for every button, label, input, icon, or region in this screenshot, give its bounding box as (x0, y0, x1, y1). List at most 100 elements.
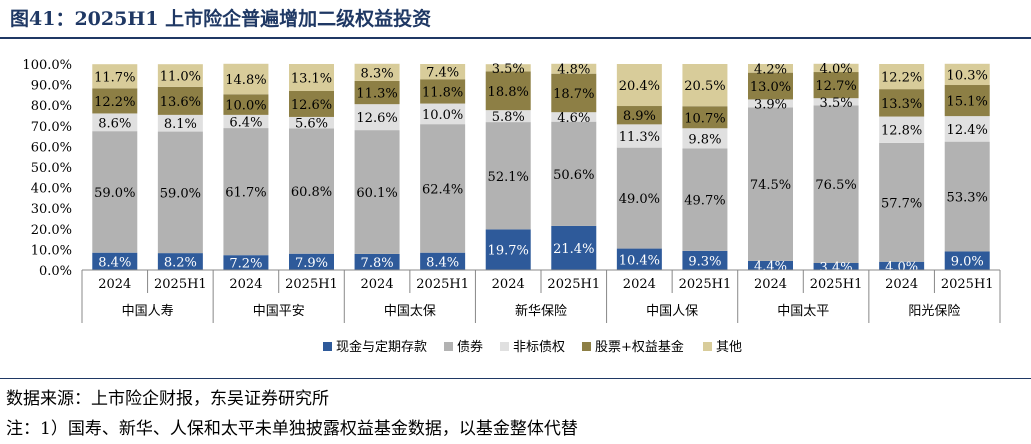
data-label: 14.8% (225, 73, 266, 88)
x-tick-label: 2024 (885, 277, 918, 292)
bar-segment (748, 99, 793, 108)
data-label: 7.4% (426, 66, 459, 81)
y-tick-label: 10.0% (31, 243, 72, 258)
bar-segment (157, 114, 203, 132)
data-label: 10.3% (947, 68, 988, 83)
footnote: 注：1）国寿、新华、人保和太平未单独披露权益基金数据，以基金整体代替 (6, 419, 578, 439)
y-tick-label: 100.0% (22, 58, 72, 73)
bar-segment (944, 63, 990, 86)
bar-segment (879, 64, 925, 90)
data-label: 8.3% (361, 66, 394, 81)
legend-swatch (582, 342, 591, 351)
data-label: 13.6% (160, 95, 201, 110)
data-label: 11.0% (160, 70, 201, 85)
data-label: 4.4% (754, 259, 787, 274)
bar-segment (223, 94, 269, 115)
data-label: 3.5% (820, 96, 853, 111)
legend-label: 现金与定期存款 (336, 339, 427, 355)
bar-segment (551, 112, 597, 122)
y-tick-label: 0.0% (39, 264, 72, 279)
bar-segment (879, 116, 925, 143)
bar-segment (223, 114, 269, 129)
y-tick-label: 20.0% (31, 223, 72, 238)
data-label: 8.6% (98, 116, 131, 131)
y-tick-label: 70.0% (31, 120, 72, 135)
data-label: 53.3% (947, 191, 988, 206)
y-tick-label: 80.0% (31, 99, 72, 114)
group-label: 中国太保 (384, 304, 436, 319)
bar-segment (682, 250, 728, 270)
bar-segment (289, 90, 334, 117)
data-source: 数据来源：上市险企财报，东吴证券研究所 (6, 389, 329, 409)
group-label: 新华保险 (515, 303, 567, 319)
data-label: 9.8% (688, 132, 721, 147)
bar-segment (289, 253, 334, 270)
bar-segment (616, 106, 662, 125)
bar-segment (289, 64, 334, 91)
bar-segment (879, 261, 925, 270)
data-label: 7.8% (361, 256, 394, 271)
bar-segment (420, 103, 466, 125)
title-rule (0, 37, 1031, 39)
data-label: 5.6% (295, 117, 328, 132)
data-label: 7.2% (229, 257, 262, 272)
data-label: 3.4% (820, 260, 853, 275)
data-label: 8.2% (164, 256, 197, 271)
bar-segment (616, 124, 662, 148)
bar-segment (223, 63, 269, 95)
y-tick-label: 30.0% (31, 202, 72, 217)
bar-segment (485, 110, 531, 123)
bar-segment (354, 80, 400, 105)
data-label: 11.8% (422, 85, 463, 100)
y-tick-label: 40.0% (31, 182, 72, 197)
bar-segment (682, 128, 728, 149)
bar-segment (354, 130, 400, 254)
data-label: 76.5% (815, 178, 856, 193)
chart-title: 图41：2025H1 上市险企普遍增加二级权益投资 (10, 8, 432, 30)
data-label: 10.7% (684, 111, 725, 126)
data-label: 12.2% (881, 71, 922, 86)
bar-segment (289, 128, 334, 254)
bar-segment (354, 104, 400, 131)
data-label: 59.0% (94, 186, 135, 201)
group-label: 中国平安 (253, 304, 305, 319)
bar-segment (551, 63, 597, 74)
legend-label: 股票+权益基金 (595, 339, 684, 355)
data-label: 5.8% (492, 110, 525, 125)
bar-segment (616, 64, 662, 107)
bar-segment (289, 116, 334, 129)
bar-segment (485, 229, 531, 270)
data-label: 57.7% (881, 196, 922, 211)
legend: 现金与定期存款 债券 非标债权 股票+权益基金 其他 (323, 339, 742, 355)
x-tick-label: 2025H1 (547, 277, 600, 292)
bar-segment (157, 253, 203, 270)
bar-segment (944, 251, 990, 270)
legend-label: 其他 (716, 340, 742, 355)
bar-segment (944, 141, 990, 252)
data-label: 61.7% (225, 186, 266, 201)
x-tick-label: 2024 (361, 277, 394, 292)
bar-segment (420, 252, 466, 270)
x-tick-label: 2025H1 (416, 277, 469, 292)
bar-segment (813, 98, 859, 106)
data-label: 7.9% (295, 256, 328, 271)
data-label: 8.1% (164, 117, 197, 132)
y-tick-label: 50.0% (31, 161, 72, 176)
bar-segment (748, 260, 793, 270)
bar-segment (682, 106, 728, 129)
bars-layer (92, 63, 990, 270)
data-label: 59.0% (160, 186, 201, 201)
bar-segment (813, 262, 859, 270)
data-label: 12.2% (94, 95, 135, 110)
x-tick-label: 2025H1 (810, 277, 863, 292)
data-label: 74.5% (750, 178, 791, 193)
x-tick-label: 2025H1 (285, 277, 338, 292)
x-tick-label: 2024 (492, 277, 525, 292)
data-label: 20.4% (619, 79, 660, 94)
data-label: 10.0% (422, 108, 463, 123)
x-tick-label: 2024 (98, 277, 131, 292)
legend-swatch (323, 342, 332, 351)
legend-swatch (500, 342, 509, 351)
y-tick-label: 90.0% (31, 79, 72, 94)
data-label: 12.8% (881, 124, 922, 139)
